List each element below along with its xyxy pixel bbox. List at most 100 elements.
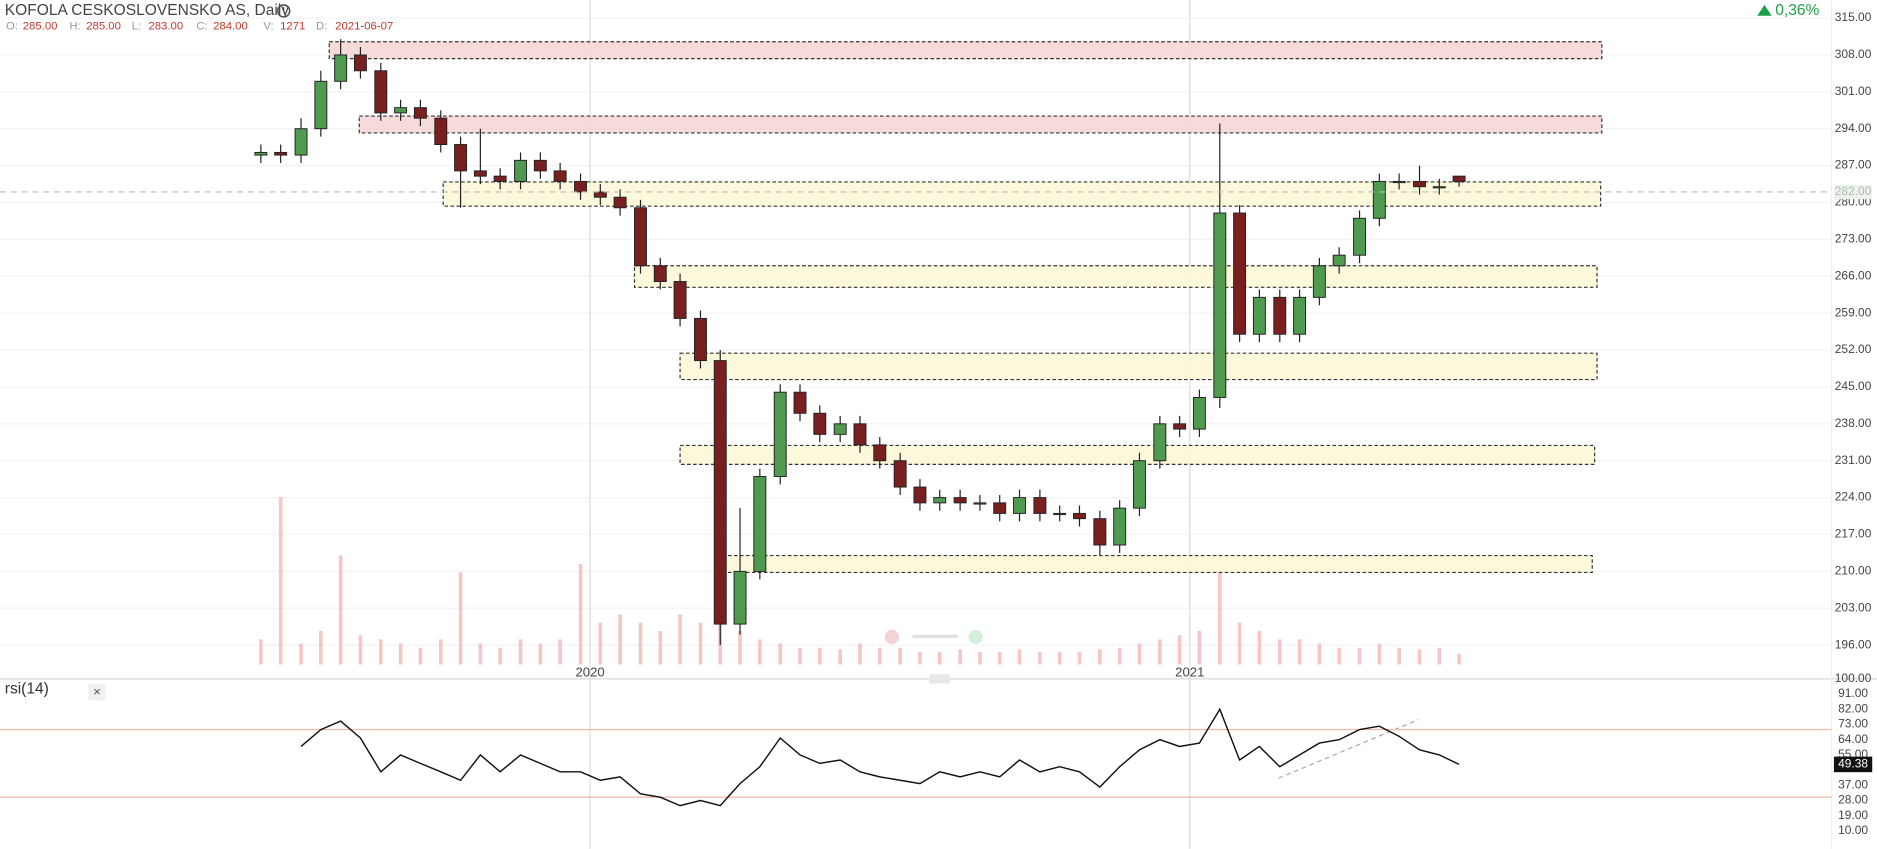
candle-body — [454, 144, 468, 172]
volume-bar — [638, 622, 643, 665]
candle-body — [1073, 512, 1086, 520]
volume-bar — [1397, 647, 1401, 665]
candle-body — [254, 151, 268, 156]
zoom-slider[interactable] — [912, 634, 958, 639]
volume-bar — [1117, 647, 1122, 665]
candle-body — [1413, 180, 1426, 188]
x-tick-label: 2021 — [1175, 664, 1204, 679]
volume-bar — [1297, 639, 1302, 665]
rsi-tick-label: 64.00 — [1838, 732, 1868, 746]
volume-bar — [319, 630, 323, 665]
candle-body — [1013, 497, 1026, 514]
volume-bar — [877, 647, 882, 665]
candle-body — [1293, 296, 1307, 335]
candle-body — [334, 54, 348, 82]
candle-body — [1093, 518, 1107, 546]
rsi-line — [300, 707, 1460, 807]
volume-bar — [418, 647, 423, 665]
candle-body — [653, 265, 667, 283]
volume-bar — [798, 647, 802, 665]
volume-bar — [1038, 651, 1042, 665]
header-value: 1271 — [280, 20, 305, 32]
rsi-tick-label: 28.00 — [1838, 793, 1868, 807]
candle-body — [274, 151, 288, 156]
rsi-tick-label: 82.00 — [1838, 701, 1868, 715]
header-value: 284.00 — [213, 20, 248, 32]
zone — [633, 265, 1598, 288]
rsi-title: rsi(14) — [5, 681, 49, 698]
zone — [358, 115, 1603, 134]
header-label: D: — [316, 20, 327, 32]
zone — [679, 352, 1598, 381]
volume-bar — [478, 643, 483, 665]
volume-bar — [1077, 651, 1082, 665]
volume-bar — [498, 647, 502, 665]
candle-body — [1372, 180, 1386, 219]
candle-body — [1213, 212, 1227, 398]
header-value: 283.00 — [148, 20, 183, 32]
y-tick-label: 273.00 — [1835, 232, 1872, 246]
volume-bar — [758, 639, 762, 665]
close-icon[interactable]: × — [93, 684, 101, 699]
candle-body — [733, 570, 747, 625]
volume-bar — [1098, 649, 1102, 665]
candle-body — [1252, 296, 1266, 335]
y-tick-label: 252.00 — [1835, 342, 1872, 356]
volume-bar — [778, 643, 783, 665]
header-value: 2021-06-07 — [335, 20, 393, 32]
candle-body — [833, 423, 847, 435]
candle-body — [1452, 175, 1466, 182]
candle-body — [1273, 296, 1287, 335]
candle-body — [973, 502, 987, 505]
zoom-out[interactable] — [884, 629, 899, 645]
candle-body — [574, 180, 587, 193]
volume-bar — [958, 649, 962, 665]
candle-body — [514, 159, 528, 182]
candle-body — [853, 423, 867, 446]
rsi-tick-label: 19.00 — [1838, 808, 1868, 822]
zoom-in[interactable] — [968, 629, 983, 645]
volume-bar — [858, 643, 862, 665]
volume-bar — [1158, 639, 1162, 665]
candle-body — [673, 281, 687, 319]
candle-body — [773, 391, 787, 477]
candle-body — [374, 70, 388, 114]
volume-bar — [558, 639, 562, 665]
rsi-tick-label: 100.00 — [1835, 671, 1872, 685]
volume-bar — [1317, 643, 1322, 665]
y-tick-label: 315.00 — [1835, 10, 1872, 24]
volume-bar — [1197, 630, 1202, 665]
candle-body — [553, 170, 567, 182]
candle-body — [953, 497, 967, 504]
candle-body — [1153, 423, 1167, 462]
last-price-label: 282.00 — [1835, 184, 1872, 198]
resize-handle[interactable] — [928, 674, 951, 684]
zoom-toolbar — [884, 629, 983, 645]
y-tick-label: 210.00 — [1835, 564, 1872, 578]
volume-bar — [398, 643, 403, 665]
header-label: H: — [69, 20, 80, 32]
close-button[interactable] — [88, 683, 106, 701]
volume-bar — [598, 622, 603, 665]
volume-bar — [978, 651, 982, 665]
candle-body — [634, 207, 647, 267]
rsi-last-label: 49.38 — [1838, 757, 1868, 771]
y-tick-label: 287.00 — [1835, 158, 1872, 172]
y-tick-label: 231.00 — [1835, 453, 1872, 467]
candle-body — [294, 128, 308, 156]
candle-body — [1132, 460, 1146, 509]
y-tick-label: 238.00 — [1835, 416, 1872, 430]
volume-bar — [1057, 651, 1062, 665]
candle-body — [813, 412, 827, 435]
volume-bar — [738, 630, 742, 665]
candle-body — [1332, 254, 1346, 267]
candle-body — [394, 107, 408, 114]
volume-bar — [358, 635, 363, 665]
candle-body — [1192, 396, 1206, 430]
volume-bar — [1417, 649, 1422, 665]
volume-bar — [518, 639, 523, 665]
y-tick-label: 217.00 — [1835, 527, 1872, 541]
y-tick-label: 196.00 — [1835, 637, 1872, 651]
